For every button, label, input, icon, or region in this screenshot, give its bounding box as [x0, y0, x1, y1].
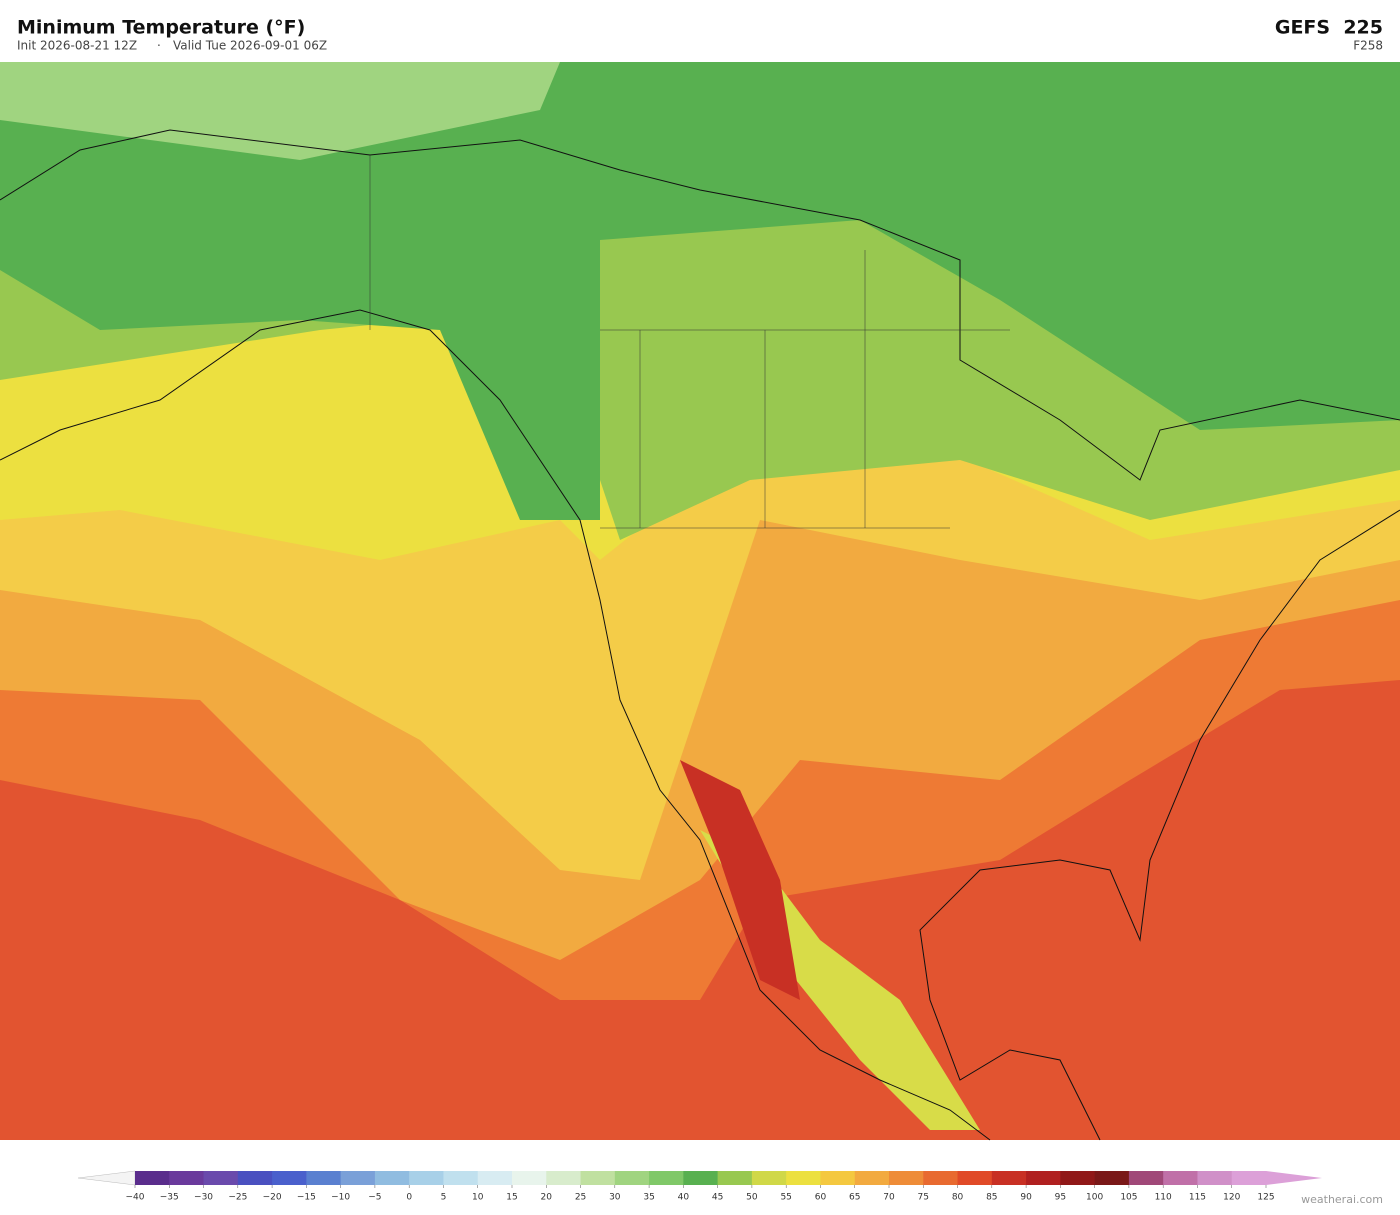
- colorbar-tick-label: 20: [541, 1193, 553, 1203]
- colorbar-tick-label: −5: [368, 1193, 381, 1203]
- colorbar-tick-label: −25: [228, 1193, 247, 1203]
- colorbar-tick-label: 110: [1155, 1193, 1172, 1203]
- title: Minimum Temperature (°F): [17, 17, 305, 39]
- colorbar-swatch: [717, 1171, 753, 1185]
- colorbar-tick-label: 40: [678, 1193, 690, 1203]
- colorbar-swatch: [1026, 1171, 1061, 1185]
- colorbar-under: [77, 1170, 136, 1186]
- colorbar-swatch: [1128, 1171, 1164, 1185]
- colorbar-tick-label: 15: [506, 1193, 517, 1203]
- colorbar-tick-label: −10: [331, 1193, 350, 1203]
- colorbar-swatch: [751, 1171, 787, 1185]
- colorbar-tick-label: −40: [126, 1193, 145, 1203]
- colorbar-swatch: [306, 1171, 342, 1185]
- colorbar-tick-label: 35: [643, 1193, 654, 1203]
- colorbar-tick-label: 85: [986, 1193, 997, 1203]
- watermark: weatherai.com: [1301, 1193, 1383, 1206]
- temp-zone: [0, 62, 560, 160]
- colorbar-tick-label: 95: [1055, 1193, 1066, 1203]
- colorbar-tick-label: 45: [712, 1193, 723, 1203]
- map: [0, 62, 1400, 1141]
- valid-time: Valid Tue 2026-09-01 06Z: [173, 39, 327, 53]
- colorbar-tick-label: 50: [746, 1193, 758, 1203]
- colorbar-swatch: [512, 1171, 547, 1185]
- colorbar-tick-label: −20: [263, 1193, 282, 1203]
- colorbar-tick-label: 80: [952, 1193, 964, 1203]
- colorbar-swatch: [889, 1171, 924, 1185]
- colorbar-tick-label: 120: [1223, 1193, 1240, 1203]
- colorbar: −40 −35 −30 −25 −20 −15 −10 −5 0 5 10 15 20 25 30 35 40 4…: [77, 1170, 1322, 1203]
- model: GEFS 225: [1275, 17, 1383, 39]
- separator: ·: [157, 39, 161, 53]
- colorbar-swatch: [614, 1171, 650, 1185]
- colorbar-swatch: [135, 1171, 170, 1185]
- colorbar-swatch: [1163, 1171, 1198, 1185]
- colorbar-tick-label: −15: [297, 1193, 316, 1203]
- colorbar-swatch: [203, 1171, 239, 1185]
- colorbar-swatch: [169, 1171, 205, 1185]
- colorbar-swatch: [1197, 1171, 1233, 1185]
- colorbar-tick-label: 105: [1120, 1193, 1137, 1203]
- colorbar-swatch: [409, 1171, 444, 1185]
- colorbar-tick-label: 100: [1086, 1193, 1103, 1203]
- colorbar-tick-label: 125: [1257, 1193, 1274, 1203]
- colorbar-swatch: [1094, 1171, 1130, 1185]
- colorbar-tick-label: 75: [918, 1193, 929, 1203]
- colorbar-tick-label: 115: [1189, 1193, 1206, 1203]
- colorbar-swatch: [340, 1171, 376, 1185]
- colorbar-swatch: [649, 1171, 684, 1185]
- colorbar-tick-label: 65: [849, 1193, 860, 1203]
- colorbar-swatch: [923, 1171, 959, 1185]
- colorbar-swatch: [443, 1171, 479, 1185]
- colorbar-tick-label: 0: [406, 1193, 412, 1203]
- colorbar-swatch: [820, 1171, 856, 1185]
- colorbar-swatch: [272, 1171, 307, 1185]
- colorbar-swatch: [374, 1171, 410, 1185]
- colorbar-tick-label: 25: [575, 1193, 586, 1203]
- colorbar-swatch: [1060, 1171, 1096, 1185]
- colorbar-tick-label: −35: [160, 1193, 179, 1203]
- colorbar-tick-label: 55: [780, 1193, 791, 1203]
- colorbar-swatch: [237, 1171, 273, 1185]
- colorbar-swatch: [1231, 1171, 1267, 1185]
- colorbar-swatch: [580, 1171, 616, 1185]
- init-time: Init 2026-08-21 12Z: [17, 39, 137, 53]
- coastline: [0, 129, 1400, 1141]
- colorbar-tick-label: −30: [194, 1193, 213, 1203]
- colorbar-over: [1266, 1171, 1322, 1185]
- colorbar-tick-label: 5: [441, 1193, 447, 1203]
- colorbar-tick-label: 90: [1020, 1193, 1032, 1203]
- colorbar-swatch: [991, 1171, 1027, 1185]
- colorbar-swatch: [957, 1171, 993, 1185]
- temp-zone: [680, 760, 800, 1000]
- colorbar-tick-label: 60: [815, 1193, 827, 1203]
- colorbar-swatch: [683, 1171, 719, 1185]
- colorbar-swatch: [477, 1171, 513, 1185]
- colorbar-tick-label: 30: [609, 1193, 621, 1203]
- colorbar-swatch: [786, 1171, 821, 1185]
- colorbar-swatch: [854, 1171, 890, 1185]
- temp-zone: [0, 62, 1400, 520]
- colorbar-swatch: [546, 1171, 582, 1185]
- border: [369, 155, 1010, 529]
- colorbar-tick-label: 70: [883, 1193, 895, 1203]
- colorbar-tick-label: 10: [472, 1193, 484, 1203]
- forecast-hour: F258: [1353, 39, 1383, 53]
